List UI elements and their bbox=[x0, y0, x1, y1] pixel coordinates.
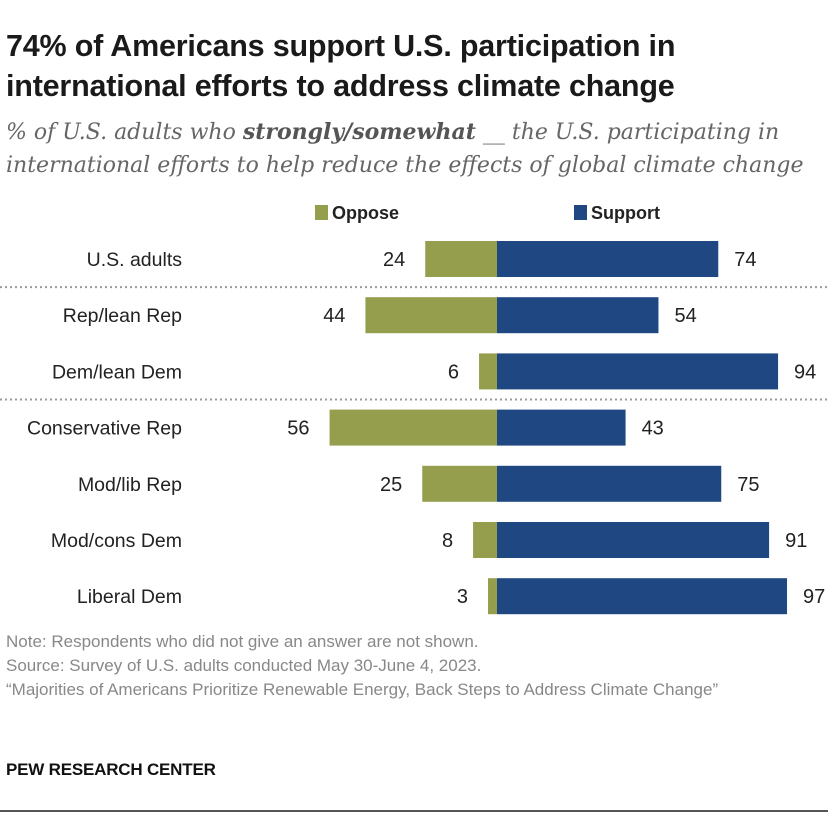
support-bar bbox=[497, 353, 779, 390]
bottom-rule bbox=[0, 810, 828, 812]
support-value-label: 91 bbox=[785, 530, 807, 552]
chart-subtitle: % of U.S. adults who strongly/somewhat _… bbox=[6, 116, 826, 182]
legend-support-swatch bbox=[574, 205, 587, 220]
category-label: Rep/lean Rep bbox=[63, 305, 182, 327]
category-label: Mod/lib Rep bbox=[78, 474, 182, 496]
oppose-bar bbox=[365, 297, 497, 334]
support-value-label: 97 bbox=[803, 586, 825, 608]
subtitle-emphasis: strongly/somewhat bbox=[242, 119, 476, 145]
source-text: Source: Survey of U.S. adults conducted … bbox=[6, 656, 482, 675]
note-text: Note: Respondents who did not give an an… bbox=[6, 632, 479, 651]
support-value-label: 54 bbox=[674, 305, 696, 327]
support-bar bbox=[497, 241, 719, 277]
footnotes: Note: Respondents who did not give an an… bbox=[6, 630, 826, 702]
pew-logo-text: PEW RESEARCH CENTER bbox=[6, 760, 216, 779]
oppose-bar bbox=[425, 241, 497, 277]
oppose-value-label: 8 bbox=[442, 530, 453, 552]
oppose-value-label: 3 bbox=[457, 586, 468, 608]
category-label: Conservative Rep bbox=[27, 418, 182, 440]
support-bar bbox=[497, 297, 659, 334]
subtitle-suffix: __ the U.S. participating in internation… bbox=[6, 120, 804, 178]
oppose-bar bbox=[479, 353, 497, 390]
oppose-bar bbox=[473, 522, 497, 558]
legend-oppose-swatch bbox=[315, 205, 328, 220]
report-title: “Majorities of Americans Prioritize Rene… bbox=[6, 680, 719, 699]
oppose-value-label: 6 bbox=[448, 361, 459, 383]
support-value-label: 94 bbox=[794, 361, 816, 383]
category-label: Mod/cons Dem bbox=[51, 530, 182, 552]
support-value-label: 75 bbox=[737, 474, 759, 496]
support-value-label: 74 bbox=[734, 249, 756, 271]
support-bar bbox=[497, 465, 722, 502]
support-bar bbox=[497, 409, 626, 446]
category-label: Dem/lean Dem bbox=[52, 361, 182, 383]
oppose-bar bbox=[422, 465, 497, 502]
chart-title: 74% of Americans support U.S. participat… bbox=[6, 29, 676, 103]
oppose-value-label: 56 bbox=[287, 418, 309, 440]
category-label: Liberal Dem bbox=[77, 586, 182, 608]
legend-support-label: Support bbox=[591, 203, 660, 223]
support-bar bbox=[497, 578, 788, 615]
support-bar bbox=[497, 522, 770, 558]
oppose-bar bbox=[329, 409, 497, 446]
diverging-bar-chart: Oppose Support U.S. adults 24 74 Rep/lean Rep… bbox=[0, 203, 828, 615]
subtitle-prefix: % of U.S. adults who bbox=[6, 120, 243, 145]
category-label: U.S. adults bbox=[87, 249, 183, 271]
oppose-value-label: 24 bbox=[383, 249, 405, 271]
oppose-bar bbox=[488, 578, 497, 615]
legend-oppose-label: Oppose bbox=[332, 203, 399, 223]
oppose-value-label: 44 bbox=[323, 305, 345, 327]
oppose-value-label: 25 bbox=[380, 474, 402, 496]
support-value-label: 43 bbox=[642, 418, 664, 440]
